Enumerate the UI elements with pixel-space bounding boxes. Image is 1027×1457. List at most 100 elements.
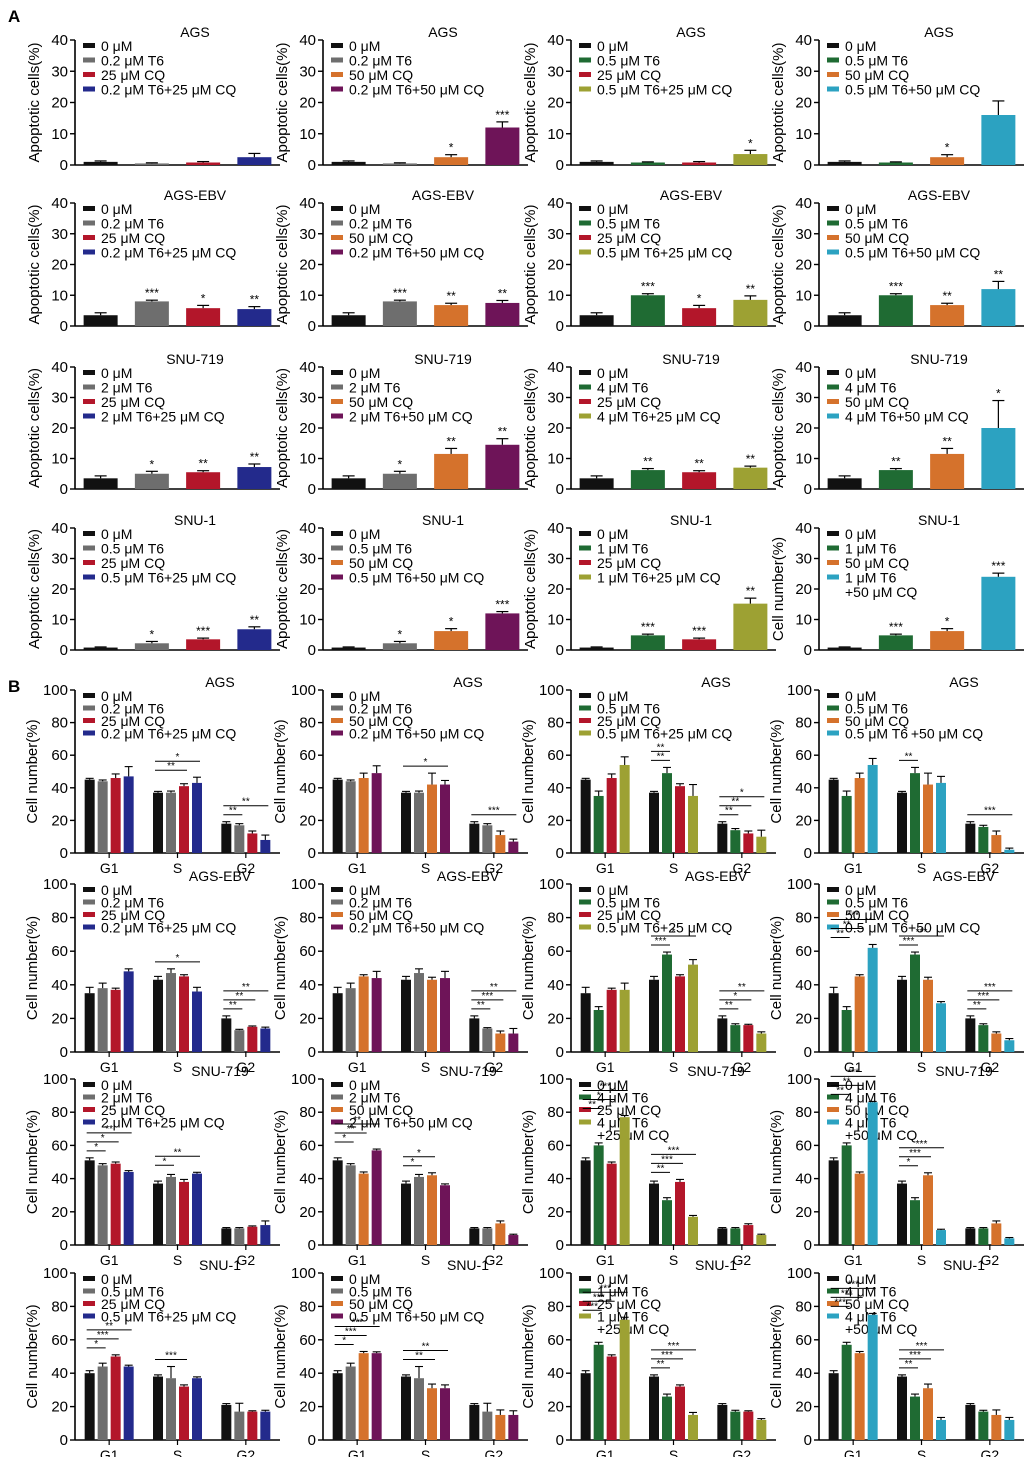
- y-tick-label: 100: [787, 682, 812, 699]
- bar: [717, 1228, 728, 1245]
- legend-swatch: [579, 370, 591, 375]
- bar: [649, 792, 659, 853]
- x-tick-label: G2: [980, 860, 999, 876]
- legend-label: 0 μM: [101, 365, 132, 381]
- bar: [110, 1163, 121, 1245]
- chart-title: AGS-EBV: [437, 868, 500, 884]
- legend-swatch: [827, 1288, 839, 1294]
- y-tick-label: 0: [308, 481, 316, 498]
- x-tick-label: G1: [596, 1059, 615, 1075]
- significance-label: **: [242, 982, 250, 993]
- legend-swatch: [827, 1107, 839, 1112]
- legend-swatch: [331, 693, 343, 698]
- legend-swatch: [827, 912, 839, 917]
- y-tick-label: 10: [51, 126, 68, 143]
- bar: [756, 1419, 767, 1440]
- panel-label-b: B: [8, 677, 20, 696]
- bar: [978, 1025, 989, 1052]
- bar: [83, 647, 118, 650]
- bar: [606, 1356, 617, 1440]
- y-tick-label: 40: [547, 1365, 564, 1382]
- bar: [414, 973, 424, 1052]
- legend-swatch: [331, 384, 343, 390]
- y-tick-label: 0: [556, 318, 564, 335]
- significance-label: *: [907, 1157, 911, 1168]
- bar: [482, 1411, 493, 1440]
- bar: [965, 1228, 976, 1245]
- legend-label: 0.5 μM T6+25 μM CQ: [597, 82, 732, 98]
- y-tick-label: 0: [308, 845, 316, 862]
- legend-swatch: [331, 899, 343, 905]
- bar: [237, 629, 272, 650]
- y-tick-label: 60: [795, 943, 812, 960]
- y-tick-label: 40: [51, 359, 68, 376]
- y-tick-label: 80: [51, 715, 68, 732]
- y-tick-label: 0: [60, 1237, 68, 1254]
- y-tick-label: 30: [547, 226, 564, 243]
- bar: [192, 991, 202, 1052]
- significance-label: **: [235, 991, 243, 1002]
- bar: [688, 964, 698, 1052]
- y-tick-label: 100: [291, 876, 316, 893]
- bar: [878, 635, 913, 650]
- legend-swatch: [579, 924, 591, 930]
- significance-label: **: [746, 584, 756, 598]
- y-tick-label: 20: [51, 1204, 68, 1221]
- y-tick-label: 30: [547, 551, 564, 568]
- y-tick-label: 0: [60, 642, 68, 659]
- legend-label: +50 μM CQ: [845, 1127, 917, 1143]
- bar: [331, 478, 366, 489]
- legend-swatch: [83, 1276, 95, 1281]
- y-tick-label: 20: [299, 581, 316, 598]
- legend-swatch: [827, 384, 839, 390]
- legend-swatch: [83, 57, 95, 63]
- legend-label: 0.2 μM T6: [101, 216, 164, 232]
- y-tick-label: 40: [795, 359, 812, 376]
- legend-swatch: [331, 718, 343, 723]
- legend-swatch: [331, 705, 343, 711]
- bar: [730, 1411, 741, 1440]
- y-tick-label: 30: [51, 390, 68, 407]
- legend-label: 0 μM: [349, 688, 380, 704]
- bar: [221, 823, 232, 853]
- bar: [382, 301, 417, 326]
- bar: [495, 1414, 506, 1440]
- legend-swatch: [579, 249, 591, 255]
- legend-label: 1 μM T6: [845, 570, 897, 586]
- bar: [593, 1344, 604, 1440]
- y-tick-label: 20: [547, 1204, 564, 1221]
- legend-label: 1 μM T6: [597, 541, 649, 557]
- bar: [440, 784, 450, 853]
- bar: [730, 1025, 741, 1052]
- chart-title: SNU-719: [935, 1063, 993, 1079]
- significance-label: ***: [909, 1350, 921, 1361]
- significance-label: *: [201, 291, 206, 305]
- bar: [579, 161, 614, 165]
- x-tick-label: G1: [844, 1059, 863, 1075]
- legend-swatch: [827, 235, 839, 240]
- bar: [358, 778, 369, 853]
- y-tick-label: 10: [299, 126, 316, 143]
- bar: [854, 778, 865, 853]
- significance-label: ***: [692, 624, 706, 638]
- bar: [134, 163, 169, 165]
- y-tick-label: 20: [299, 1399, 316, 1416]
- y-axis-label: Apoptotic cells(%): [274, 368, 291, 488]
- y-axis-label: Cell number(%): [768, 1304, 785, 1408]
- legend-swatch: [83, 235, 95, 240]
- bar: [123, 1366, 134, 1440]
- legend-label: 0 μM: [845, 1271, 876, 1287]
- bar: [110, 778, 121, 853]
- chart-27: 0 20 40 60 80 100 Cell number(%) SNU-719 0 μM4 μ…: [520, 1063, 776, 1268]
- y-tick-label: 0: [804, 157, 812, 174]
- bar: [345, 781, 356, 853]
- legend-label: 25 μM CQ: [101, 907, 165, 923]
- bar: [508, 1033, 519, 1052]
- legend-label: 25 μM CQ: [101, 555, 165, 571]
